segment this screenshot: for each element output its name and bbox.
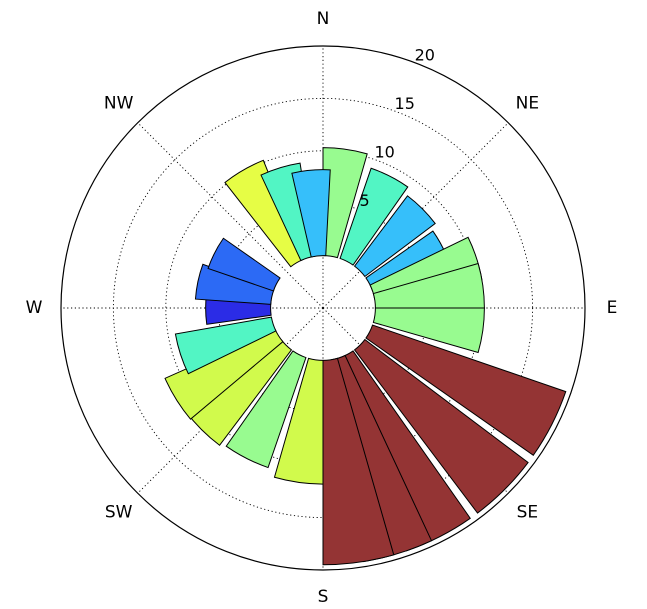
radial-tick-label-10: 10 (375, 143, 395, 162)
wind-bar-7 (365, 324, 567, 456)
direction-label-sw: SW (105, 502, 133, 522)
wind-bar-6 (372, 307, 485, 354)
direction-label-s: S (318, 587, 329, 607)
wind-bar-15 (164, 328, 284, 420)
wind-bar-20 (224, 159, 305, 268)
wind-bar-19 (207, 237, 281, 292)
radial-tick-label-5: 5 (360, 191, 370, 210)
radial-tick-label-15: 15 (395, 94, 415, 113)
radial-tick-label-20: 20 (415, 46, 435, 65)
direction-label-se: SE (517, 502, 539, 522)
wind-bar-1 (339, 167, 409, 266)
wind-bar-22 (291, 169, 331, 258)
direction-label-ne: NE (516, 94, 539, 114)
labels-layer: N NE E SE S SW W NW 5 10 15 20 (26, 9, 618, 607)
polar-frame (60, 45, 586, 571)
wind-bar-16 (174, 316, 277, 375)
wind-bar-12 (273, 357, 324, 485)
direction-label-e: E (607, 298, 618, 318)
bars-layer (164, 147, 567, 566)
direction-label-nw: NW (104, 94, 134, 114)
wind-bar-18 (194, 263, 275, 305)
wind-bar-13 (225, 350, 307, 469)
direction-label-n: N (317, 9, 330, 29)
wind-bar-0 (322, 147, 368, 259)
direction-label-w: W (26, 298, 43, 318)
wind-bar-8 (353, 338, 529, 514)
wind-bar-11 (322, 357, 395, 566)
outer-layer (60, 45, 586, 571)
wind-bar-2 (353, 195, 436, 278)
